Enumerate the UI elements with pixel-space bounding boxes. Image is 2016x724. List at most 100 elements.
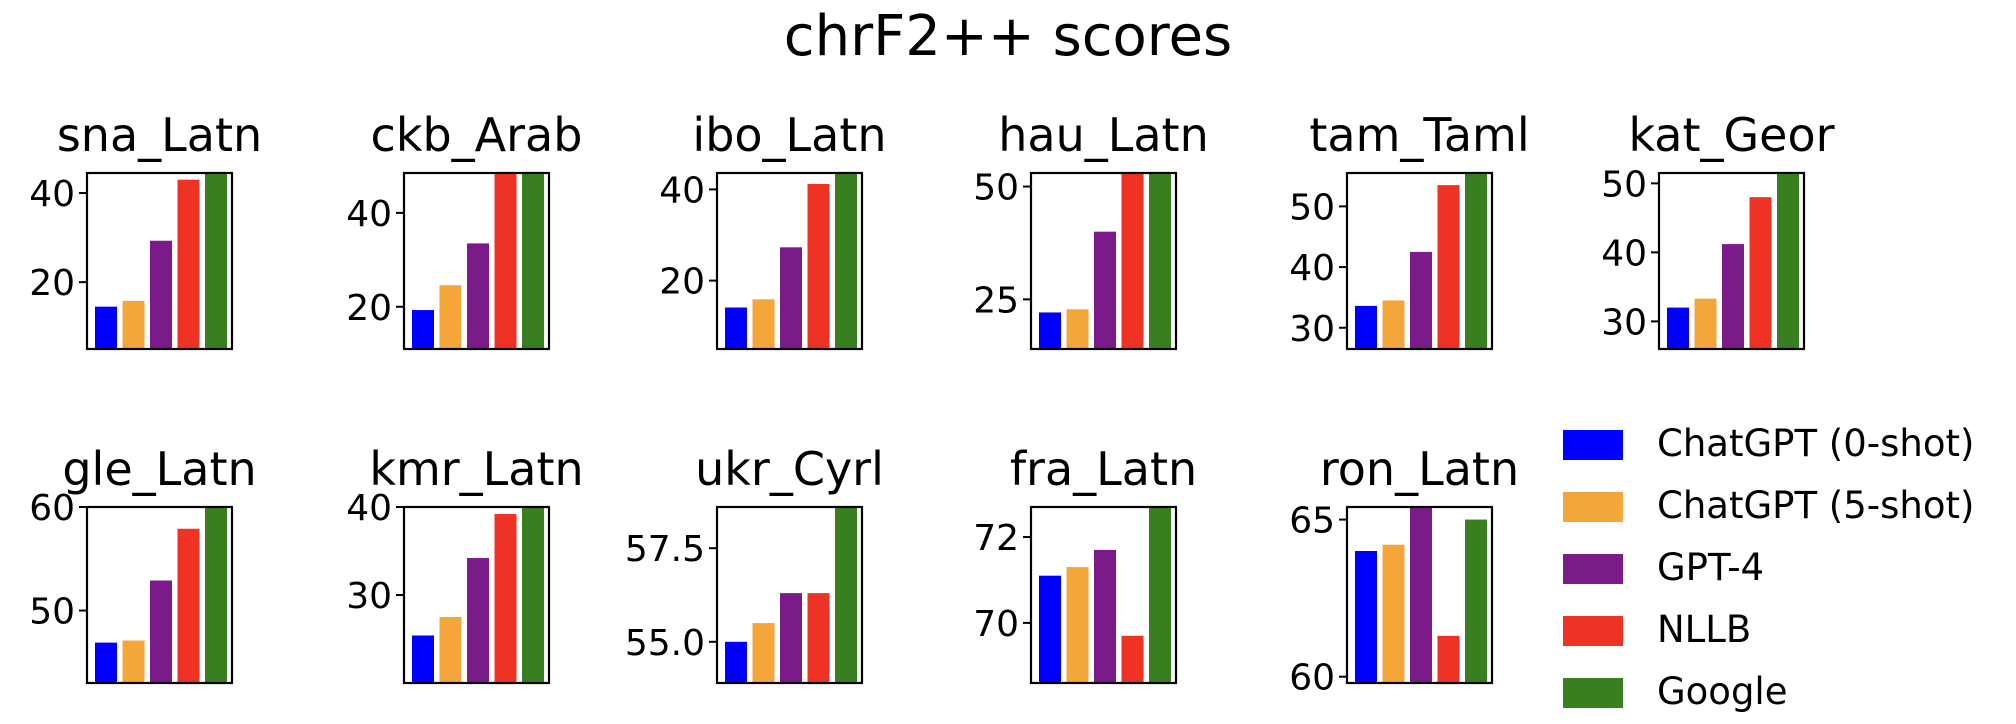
bar-nllb — [1121, 635, 1144, 683]
bar-nllb — [1121, 173, 1144, 349]
bar-nllb — [177, 179, 200, 349]
y-tick-label: 40 — [29, 174, 75, 215]
legend-label: ChatGPT (0-shot) — [1657, 422, 1974, 465]
axes-frame — [715, 171, 864, 351]
subplot-title: tam_Taml — [1309, 108, 1529, 162]
bar-chatgpt-5-shot — [122, 300, 145, 349]
bar-gpt-4 — [1410, 507, 1432, 683]
axes-frame — [1029, 171, 1178, 351]
bar-nllb — [177, 528, 200, 683]
bar-chatgpt-5-shot — [1066, 567, 1089, 683]
y-tick-label: 30 — [1289, 309, 1335, 350]
subplot-title: sna_Latn — [57, 108, 262, 162]
bar-gpt-4 — [150, 580, 172, 683]
subplots: sna_Latn 20 40 ckb_Arab 20 40 ibo_Latn 20 40 hau_… — [29, 108, 1834, 699]
y-tick-label: 72 — [973, 518, 1019, 559]
bar-chatgpt-0-shot — [1355, 305, 1377, 349]
bar-chatgpt-0-shot — [95, 306, 117, 349]
bar-chatgpt-0-shot — [1667, 307, 1689, 349]
y-tick-label: 30 — [1601, 302, 1647, 343]
subplot-sna_Latn: sna_Latn 20 40 — [29, 108, 262, 351]
legend-label: Google — [1657, 670, 1787, 713]
bar-google — [1777, 173, 1799, 349]
legend-label: ChatGPT (5-shot) — [1657, 484, 1974, 527]
y-tick-label: 60 — [1289, 658, 1335, 699]
bar-gpt-4 — [780, 593, 802, 683]
subplot-title: ibo_Latn — [692, 108, 886, 162]
bar-chatgpt-0-shot — [95, 642, 117, 683]
axes-frame — [1345, 171, 1494, 351]
bar-google — [1465, 519, 1487, 683]
bar-gpt-4 — [780, 247, 802, 349]
y-tick-label: 50 — [29, 592, 75, 633]
subplot-title: ukr_Cyrl — [695, 442, 884, 496]
y-tick-label: 20 — [659, 262, 705, 303]
bar-google — [1149, 173, 1171, 349]
subplot-title: kmr_Latn — [369, 442, 583, 496]
legend-swatch — [1563, 430, 1623, 460]
bar-chatgpt-0-shot — [412, 310, 434, 349]
y-tick-label: 40 — [1289, 248, 1335, 289]
bar-gpt-4 — [1094, 231, 1116, 349]
bar-google — [835, 173, 857, 349]
subplot-fra_Latn: fra_Latn 70 72 — [973, 442, 1197, 685]
axes-frame — [402, 171, 551, 351]
y-tick-label: 60 — [29, 488, 75, 529]
subplot-tam_Taml: tam_Taml 30 40 50 — [1289, 108, 1530, 351]
subplot-kmr_Latn: kmr_Latn 30 40 — [346, 442, 584, 685]
legend-swatch — [1563, 492, 1623, 522]
axes-frame — [1029, 505, 1178, 685]
bar-gpt-4 — [467, 243, 489, 349]
bar-nllb — [494, 514, 517, 683]
y-tick-label: 25 — [973, 280, 1019, 321]
subplot-kat_Geor: kat_Geor 30 40 50 — [1601, 108, 1835, 351]
bar-chatgpt-0-shot — [1039, 312, 1061, 349]
legend-entry: GPT-4 — [1563, 546, 1764, 589]
y-tick-label: 70 — [973, 604, 1019, 645]
legend-entry: Google — [1563, 670, 1787, 713]
y-tick-label: 55.0 — [625, 623, 705, 664]
bar-chatgpt-0-shot — [1355, 551, 1377, 683]
legend-label: GPT-4 — [1657, 546, 1764, 589]
bar-chatgpt-0-shot — [725, 307, 747, 349]
subplot-title: ron_Latn — [1320, 442, 1519, 496]
y-tick-label: 50 — [1601, 164, 1647, 205]
axes-frame — [1657, 171, 1806, 351]
subplot-ron_Latn: ron_Latn 60 65 — [1289, 442, 1519, 699]
bar-nllb — [807, 593, 830, 683]
y-tick-label: 40 — [346, 488, 392, 529]
bar-nllb — [1437, 185, 1460, 349]
legend-swatch — [1563, 616, 1623, 646]
y-tick-label: 40 — [346, 194, 392, 235]
legend: ChatGPT (0-shot) ChatGPT (5-shot) GPT-4 NLL… — [1563, 422, 1974, 713]
bar-chatgpt-5-shot — [439, 617, 462, 683]
subplot-title: gle_Latn — [62, 442, 256, 496]
bar-chatgpt-5-shot — [752, 299, 775, 349]
y-tick-label: 20 — [346, 288, 392, 329]
axes-frame — [715, 505, 864, 685]
legend-entry: NLLB — [1563, 608, 1751, 651]
bar-google — [522, 173, 544, 349]
axes-frame — [85, 505, 234, 685]
bar-gpt-4 — [1094, 549, 1116, 683]
subplot-title: fra_Latn — [1010, 442, 1197, 496]
bar-chatgpt-0-shot — [725, 641, 747, 683]
bar-nllb — [807, 183, 830, 349]
legend-entry: ChatGPT (0-shot) — [1563, 422, 1974, 465]
bar-gpt-4 — [150, 240, 172, 349]
y-tick-label: 50 — [973, 168, 1019, 209]
subplot-title: ckb_Arab — [371, 108, 583, 162]
y-tick-label: 57.5 — [625, 529, 705, 570]
y-tick-label: 40 — [659, 170, 705, 211]
subplot-ukr_Cyrl: ukr_Cyrl 55.0 57.5 — [625, 442, 884, 685]
subplot-title: hau_Latn — [998, 108, 1209, 162]
legend-entry: ChatGPT (5-shot) — [1563, 484, 1974, 527]
legend-swatch — [1563, 678, 1623, 708]
bar-chatgpt-5-shot — [1382, 544, 1405, 683]
bar-google — [205, 507, 227, 683]
bar-nllb — [1437, 635, 1460, 683]
y-tick-label: 40 — [1601, 233, 1647, 274]
y-tick-label: 30 — [346, 576, 392, 617]
legend-label: NLLB — [1657, 608, 1751, 651]
